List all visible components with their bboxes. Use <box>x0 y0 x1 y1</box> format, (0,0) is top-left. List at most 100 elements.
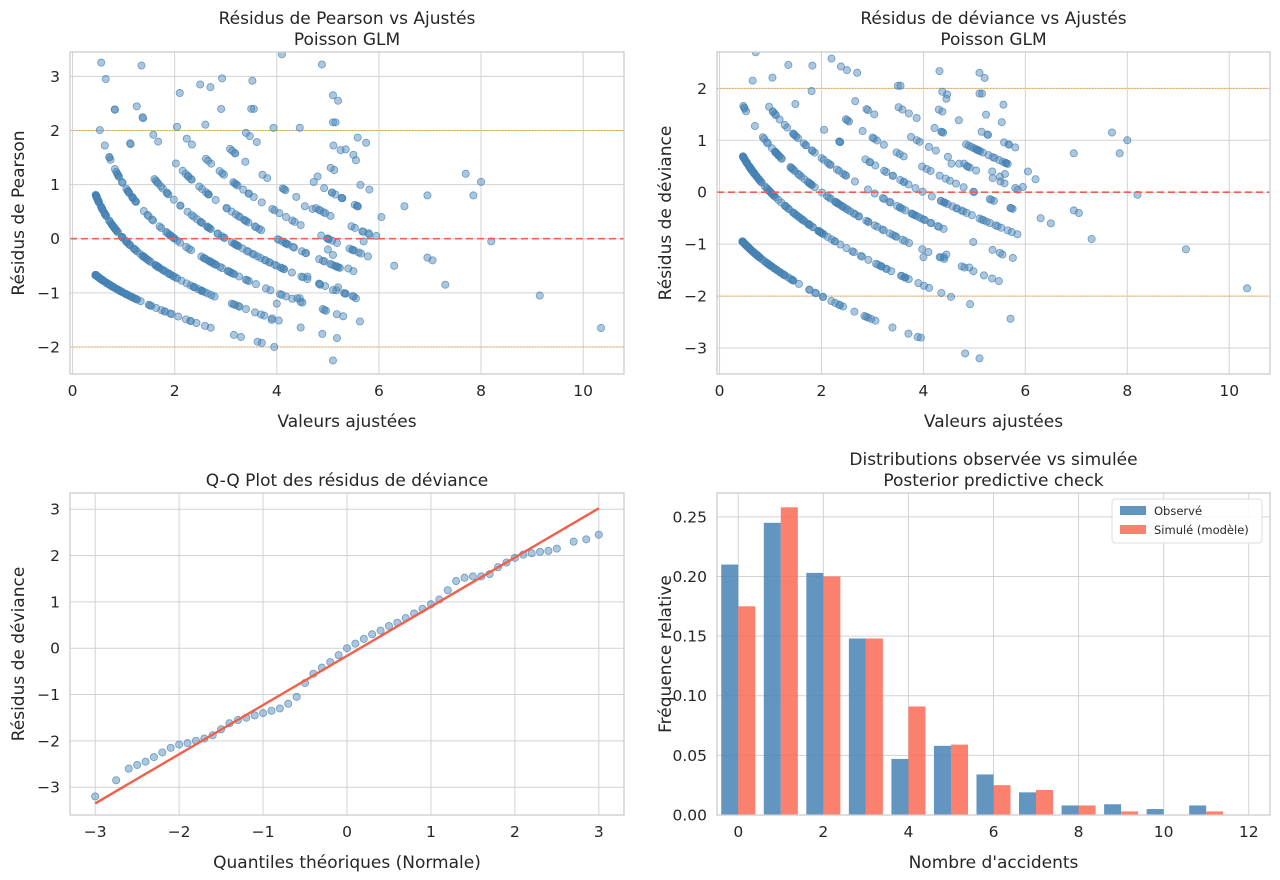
y-tick-label: 0 <box>697 184 707 202</box>
data-point <box>870 189 879 198</box>
plot-body <box>70 52 624 365</box>
data-point <box>249 193 258 202</box>
data-point <box>1069 206 1078 215</box>
bar-simulated <box>780 507 798 815</box>
data-point <box>364 229 373 238</box>
data-point <box>938 87 947 96</box>
data-point <box>139 252 148 261</box>
data-point <box>328 236 337 245</box>
data-point <box>763 259 772 268</box>
data-point <box>241 305 250 314</box>
data-point <box>924 142 933 151</box>
data-point <box>885 197 894 206</box>
data-point <box>830 237 839 246</box>
data-point <box>818 292 827 301</box>
axes-frame <box>69 492 625 816</box>
data-point <box>954 116 963 125</box>
data-point <box>807 146 816 155</box>
y-tick-label: 0.25 <box>672 508 707 526</box>
y-tick-label: −1 <box>37 284 60 302</box>
bar-observed <box>806 572 824 815</box>
data-point <box>309 177 318 186</box>
x-tick-label: 10 <box>1154 823 1174 841</box>
data-point <box>270 206 279 215</box>
plot-body <box>721 507 1224 815</box>
data-point <box>272 261 281 270</box>
data-point <box>183 172 192 181</box>
data-point <box>974 146 983 155</box>
data-point <box>860 312 869 321</box>
data-point <box>807 87 816 96</box>
data-point <box>999 100 1008 109</box>
data-point <box>350 200 359 209</box>
data-point <box>750 169 759 178</box>
data-point <box>808 61 817 70</box>
data-point <box>277 52 286 59</box>
data-point <box>158 748 167 757</box>
data-point <box>335 263 344 272</box>
legend-label: Simulé (modèle) <box>1154 523 1249 537</box>
y-tick-label: −3 <box>684 340 707 358</box>
data-point <box>750 122 759 131</box>
data-point <box>316 280 325 289</box>
data-point <box>282 213 291 222</box>
data-point <box>770 264 779 273</box>
data-point <box>926 166 935 175</box>
data-point <box>260 256 269 265</box>
data-point <box>327 188 336 197</box>
data-point <box>924 248 933 257</box>
data-point <box>739 152 748 161</box>
x-tick-label: 4 <box>918 382 928 400</box>
bar-observed <box>1189 805 1207 815</box>
data-point <box>876 262 885 271</box>
data-point <box>943 152 952 161</box>
data-point <box>979 271 988 280</box>
data-point <box>1115 149 1124 158</box>
data-point <box>138 113 147 122</box>
data-point <box>922 164 931 173</box>
data-point <box>978 89 987 98</box>
data-point <box>251 308 260 317</box>
data-point <box>872 136 881 145</box>
data-point <box>901 206 910 215</box>
data-point <box>964 141 973 150</box>
data-point <box>201 254 210 263</box>
data-point <box>790 167 799 176</box>
data-point <box>919 253 928 262</box>
bar-observed <box>933 745 951 815</box>
x-axis-label: Nombre d'accidents <box>909 853 1079 873</box>
data-point <box>1007 228 1016 237</box>
data-point <box>372 231 381 240</box>
data-point <box>216 262 225 271</box>
data-point <box>229 330 238 339</box>
y-tick-label: −2 <box>684 288 707 306</box>
data-point <box>582 535 591 544</box>
data-point <box>192 318 201 327</box>
data-point <box>978 148 987 157</box>
bar-observed <box>976 774 994 815</box>
data-point <box>125 189 134 198</box>
data-point <box>1002 159 1011 168</box>
data-point <box>308 204 317 213</box>
data-point <box>122 184 131 193</box>
data-point <box>319 256 328 265</box>
data-point <box>239 185 248 194</box>
y-axis-label: Résidus de déviance <box>9 567 29 742</box>
data-point <box>994 277 1003 286</box>
chart-subtitle: Poisson GLM <box>294 30 400 50</box>
data-point <box>154 137 163 146</box>
data-point <box>281 186 290 195</box>
data-point <box>975 68 984 77</box>
data-point <box>384 621 393 630</box>
data-point <box>267 706 276 715</box>
bar-observed <box>1146 809 1164 815</box>
data-point <box>1036 214 1045 223</box>
data-point <box>768 107 777 116</box>
data-point <box>825 160 834 169</box>
data-point <box>173 274 182 283</box>
bar-simulated <box>738 606 756 815</box>
x-tick-label: −2 <box>168 823 191 841</box>
data-point <box>745 162 754 171</box>
bar-simulated <box>1078 805 1096 815</box>
data-point <box>820 125 829 134</box>
